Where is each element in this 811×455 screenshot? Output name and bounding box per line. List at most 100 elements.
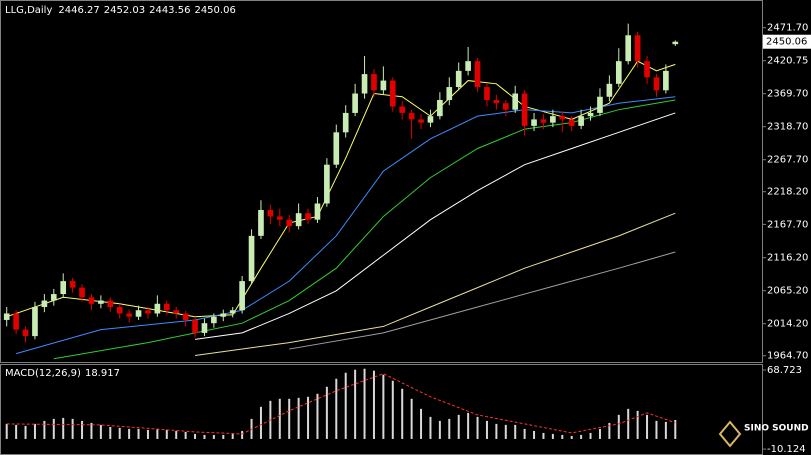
macd-bar [382, 374, 385, 439]
candle-body [69, 281, 76, 288]
main-plot [3, 23, 679, 360]
candle-body [663, 70, 669, 91]
macd-bar [316, 393, 319, 439]
candle-body [615, 61, 622, 84]
candle-body [512, 93, 519, 110]
macd-bar [212, 434, 215, 439]
moving-average-line [6, 60, 676, 318]
y-tick-label: 2318.70 [767, 122, 808, 133]
y-tick-label: 2218.20 [767, 187, 808, 198]
macd-bar [570, 435, 573, 439]
candle-body [239, 281, 245, 311]
candle-body [446, 87, 453, 100]
macd-bar [175, 430, 178, 439]
candle-body [3, 313, 10, 320]
candle-body [361, 74, 368, 94]
candle-body [342, 112, 349, 133]
candle-body [22, 329, 29, 337]
macd-bar [71, 418, 74, 439]
open-value: 2446.27 [58, 5, 99, 16]
macd-bar [52, 418, 55, 439]
candle-body [399, 106, 406, 113]
macd-bar [24, 425, 27, 439]
y-tick-label: 2167.70 [767, 219, 808, 230]
macd-bar [598, 428, 601, 439]
axes: 2471.70 2420.75 2369.70 2318.70 2267.70 2218.… [762, 23, 811, 455]
macd-bar [410, 398, 413, 439]
macd-bar [278, 398, 281, 439]
candle-body [634, 35, 641, 62]
candle-body [371, 74, 377, 91]
macd-bar [363, 368, 366, 439]
macd-bar [391, 380, 394, 439]
macd-bar [81, 420, 84, 439]
candle-body [267, 209, 274, 217]
macd-bar [646, 414, 649, 439]
main-panel-frame [0, 0, 763, 363]
price-marker-label: 2450.06 [766, 37, 807, 48]
candle-body [540, 119, 547, 123]
macd-bar [118, 427, 121, 439]
candle-body [531, 119, 537, 126]
moving-average-line [289, 251, 676, 350]
macd-bar [137, 428, 140, 439]
macd-bar [551, 433, 554, 439]
y-tick-label: 2369.70 [767, 89, 808, 100]
close-value: 2450.06 [194, 5, 235, 16]
candle-body [286, 219, 293, 227]
candle-body [182, 313, 189, 320]
logo-text: SINO SOUND [744, 424, 809, 434]
candle-body [493, 99, 500, 104]
low-value: 2443.56 [149, 5, 190, 16]
macd-bar [589, 432, 592, 439]
macd-bar [184, 431, 187, 439]
macd-bar [43, 420, 46, 439]
macd-bar [636, 410, 639, 439]
candle-body [333, 132, 340, 165]
candle-body [126, 313, 132, 317]
macd-bar [33, 423, 36, 439]
macd-bar [128, 428, 131, 439]
candle-body [502, 103, 509, 110]
macd-bar [90, 422, 93, 439]
macd-bar [485, 420, 488, 439]
candle-body [211, 316, 217, 324]
y-tick-label: 2420.75 [767, 56, 808, 67]
candle-body [653, 77, 660, 91]
candle-body [154, 303, 161, 314]
candle-body [427, 116, 434, 123]
macd-bar [288, 398, 291, 439]
candle-body [248, 235, 255, 282]
candle-body [201, 323, 208, 333]
candle-body [50, 294, 57, 301]
candle-body [276, 216, 283, 220]
candle-body [229, 310, 236, 314]
macd-bar [344, 372, 347, 439]
macd-bar [146, 429, 149, 439]
macd-bar [664, 421, 667, 439]
macd-value: 18.917 [85, 368, 120, 379]
candle-body [295, 213, 302, 227]
macd-header: MACD(12,26,9) 18.917 [5, 368, 120, 379]
candle-body [135, 310, 142, 317]
signal-line [6, 373, 676, 435]
macd-bar [542, 432, 545, 439]
macd-bar [495, 423, 498, 439]
macd-bar [325, 386, 328, 439]
y-tick-label: 2267.70 [767, 155, 808, 166]
macd-bar [241, 430, 244, 439]
macd-bar [307, 396, 310, 439]
candle-body [324, 164, 330, 204]
y-tick-label: 2471.70 [767, 23, 808, 34]
macd-bar [467, 412, 470, 439]
candle-body [559, 116, 566, 120]
candle-body [173, 310, 180, 314]
macd-plot [5, 368, 677, 439]
candle-body [220, 313, 227, 317]
y-tick-label: 1964.70 [767, 351, 808, 362]
candle-body [98, 300, 104, 304]
moving-average-line [194, 212, 676, 357]
macd-bar [476, 416, 479, 439]
macd-bar [109, 426, 112, 439]
